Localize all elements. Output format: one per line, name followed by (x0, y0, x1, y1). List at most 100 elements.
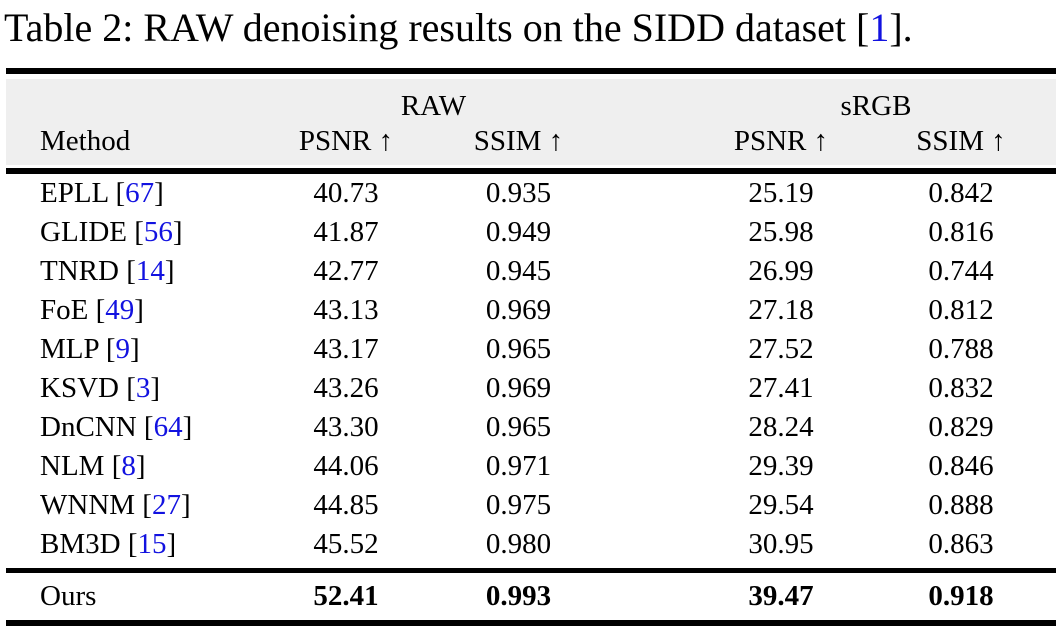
citation-close-bracket: ] (135, 450, 146, 482)
table-row: GLIDE [56] 41.87 0.949 25.98 0.816 (6, 213, 1056, 252)
raw-psnr-value: 41.87 (313, 216, 379, 248)
citation-number-link[interactable]: 14 (135, 255, 165, 287)
method-cell: KSVD [3] (6, 369, 261, 408)
ours-srgb-psnr-value: 39.47 (748, 580, 814, 612)
method-name: MLP (40, 333, 99, 365)
citation-open-bracket: [ (118, 372, 136, 404)
srgb-ssim-value: 0.788 (928, 333, 994, 365)
citation-number-link[interactable]: 9 (115, 333, 130, 365)
raw-ssim-value: 0.945 (485, 255, 552, 287)
results-table: RAW sRGB Method PSNR ↑ SSIM ↑ PSNR ↑ SSI… (6, 68, 1057, 626)
table-row: FoE [49] 43.13 0.969 27.18 0.812 (6, 291, 1056, 330)
srgb-ssim-value: 0.842 (928, 177, 994, 209)
table-header-rule (6, 168, 1056, 174)
method-cell: WNNM [27] (6, 486, 261, 525)
table-top-rule (6, 68, 1056, 74)
group-header-empty (6, 79, 261, 123)
column-header-row: Method PSNR ↑ SSIM ↑ PSNR ↑ SSIM ↑ (6, 123, 1056, 165)
ours-raw-psnr-value: 52.41 (313, 580, 379, 612)
ours-raw-ssim-value: 0.993 (485, 580, 552, 612)
method-name: EPLL (40, 177, 109, 209)
raw-ssim-value: 0.965 (485, 411, 552, 443)
citation-open-bracket: [ (104, 450, 122, 482)
gap-cell (606, 369, 696, 408)
table-body: EPLL [67] 40.73 0.935 25.19 0.842 GLIDE … (6, 174, 1056, 564)
citation-close-bracket: ] (150, 372, 161, 404)
citation-number-link[interactable]: 49 (105, 294, 135, 326)
srgb-ssim-value: 0.816 (928, 216, 994, 248)
group-header-raw: RAW (400, 90, 467, 122)
raw-ssim-value: 0.965 (485, 333, 552, 365)
raw-psnr-value: 44.85 (313, 489, 379, 521)
method-cell: EPLL [67] (6, 174, 261, 213)
column-header-method: Method (40, 124, 131, 157)
ours-srgb-ssim-value: 0.918 (928, 580, 994, 612)
table-row: EPLL [67] 40.73 0.935 25.19 0.842 (6, 174, 1056, 213)
srgb-ssim-value: 0.744 (928, 255, 994, 287)
gap-cell (606, 174, 696, 213)
citation-close-bracket: ] (164, 255, 175, 287)
citation-close-bracket: ] (129, 333, 140, 365)
citation-number-link[interactable]: 56 (143, 216, 173, 248)
raw-ssim-value: 0.975 (485, 489, 552, 521)
citation-open-bracket: [ (118, 255, 136, 287)
ours-row: Ours 52.41 0.993 39.47 0.918 (6, 573, 1056, 620)
citation-number-link[interactable]: 64 (153, 411, 183, 443)
table-row: MLP [9] 43.17 0.965 27.52 0.788 (6, 330, 1056, 369)
method-cell: DnCNN [64] (6, 408, 261, 447)
method-cell: MLP [9] (6, 330, 261, 369)
ours-method-label: Ours (40, 580, 97, 612)
srgb-psnr-value: 27.18 (748, 294, 814, 326)
raw-psnr-value: 43.17 (313, 333, 379, 365)
method-name: WNNM (40, 489, 136, 521)
raw-ssim-value: 0.971 (485, 450, 552, 482)
citation-close-bracket: ] (182, 411, 193, 443)
gap-cell (606, 447, 696, 486)
citation-close-bracket: ] (166, 528, 177, 560)
citation-close-bracket: ] (154, 177, 164, 209)
srgb-ssim-value: 0.863 (928, 528, 994, 560)
caption-text-suffix: ]. (889, 5, 913, 50)
method-name: TNRD (40, 255, 119, 287)
method-cell: GLIDE [56] (6, 213, 261, 252)
srgb-psnr-value: 27.41 (748, 372, 814, 404)
raw-psnr-value: 43.30 (313, 411, 379, 443)
gap-cell (606, 291, 696, 330)
gap-cell (606, 408, 696, 447)
method-cell: FoE [49] (6, 291, 261, 330)
column-header-srgb-ssim: SSIM ↑ (916, 124, 1006, 157)
gap-cell (606, 525, 696, 564)
table-caption: Table 2: RAW denoising results on the SI… (0, 0, 1062, 68)
srgb-ssim-value: 0.812 (928, 294, 994, 326)
caption-text-prefix: Table 2: RAW denoising results on the SI… (4, 5, 870, 50)
raw-psnr-value: 44.06 (313, 450, 379, 482)
raw-ssim-value: 0.980 (485, 528, 552, 560)
column-header-raw-ssim: SSIM ↑ (473, 124, 564, 157)
column-header-raw-psnr: PSNR ↑ (298, 124, 394, 157)
raw-psnr-value: 43.13 (313, 294, 379, 326)
gap-cell (606, 252, 696, 291)
method-name: NLM (40, 450, 105, 482)
raw-psnr-value: 40.73 (313, 177, 379, 209)
citation-open-bracket: [ (126, 216, 144, 248)
column-header-srgb-psnr: PSNR ↑ (733, 124, 829, 157)
table-row: DnCNN [64] 43.30 0.965 28.24 0.829 (6, 408, 1056, 447)
table-row: WNNM [27] 44.85 0.975 29.54 0.888 (6, 486, 1056, 525)
citation-number-link[interactable]: 15 (137, 528, 167, 560)
citation-number-link[interactable]: 8 (121, 450, 136, 482)
srgb-psnr-value: 26.99 (748, 255, 814, 287)
raw-psnr-value: 42.77 (313, 255, 379, 287)
citation-number-link[interactable]: 67 (125, 177, 155, 209)
srgb-psnr-value: 29.54 (748, 489, 814, 521)
citation-open-bracket: [ (136, 411, 154, 443)
method-name: BM3D (40, 528, 121, 560)
caption-citation-link[interactable]: 1 (869, 5, 890, 50)
method-cell: TNRD [14] (6, 252, 261, 291)
citation-number-link[interactable]: 27 (151, 489, 181, 521)
method-name: KSVD (40, 372, 119, 404)
raw-ssim-value: 0.935 (485, 177, 552, 209)
citation-number-link[interactable]: 3 (135, 372, 151, 404)
method-cell: BM3D [15] (6, 525, 261, 564)
table-row: KSVD [3] 43.26 0.969 27.41 0.832 (6, 369, 1056, 408)
